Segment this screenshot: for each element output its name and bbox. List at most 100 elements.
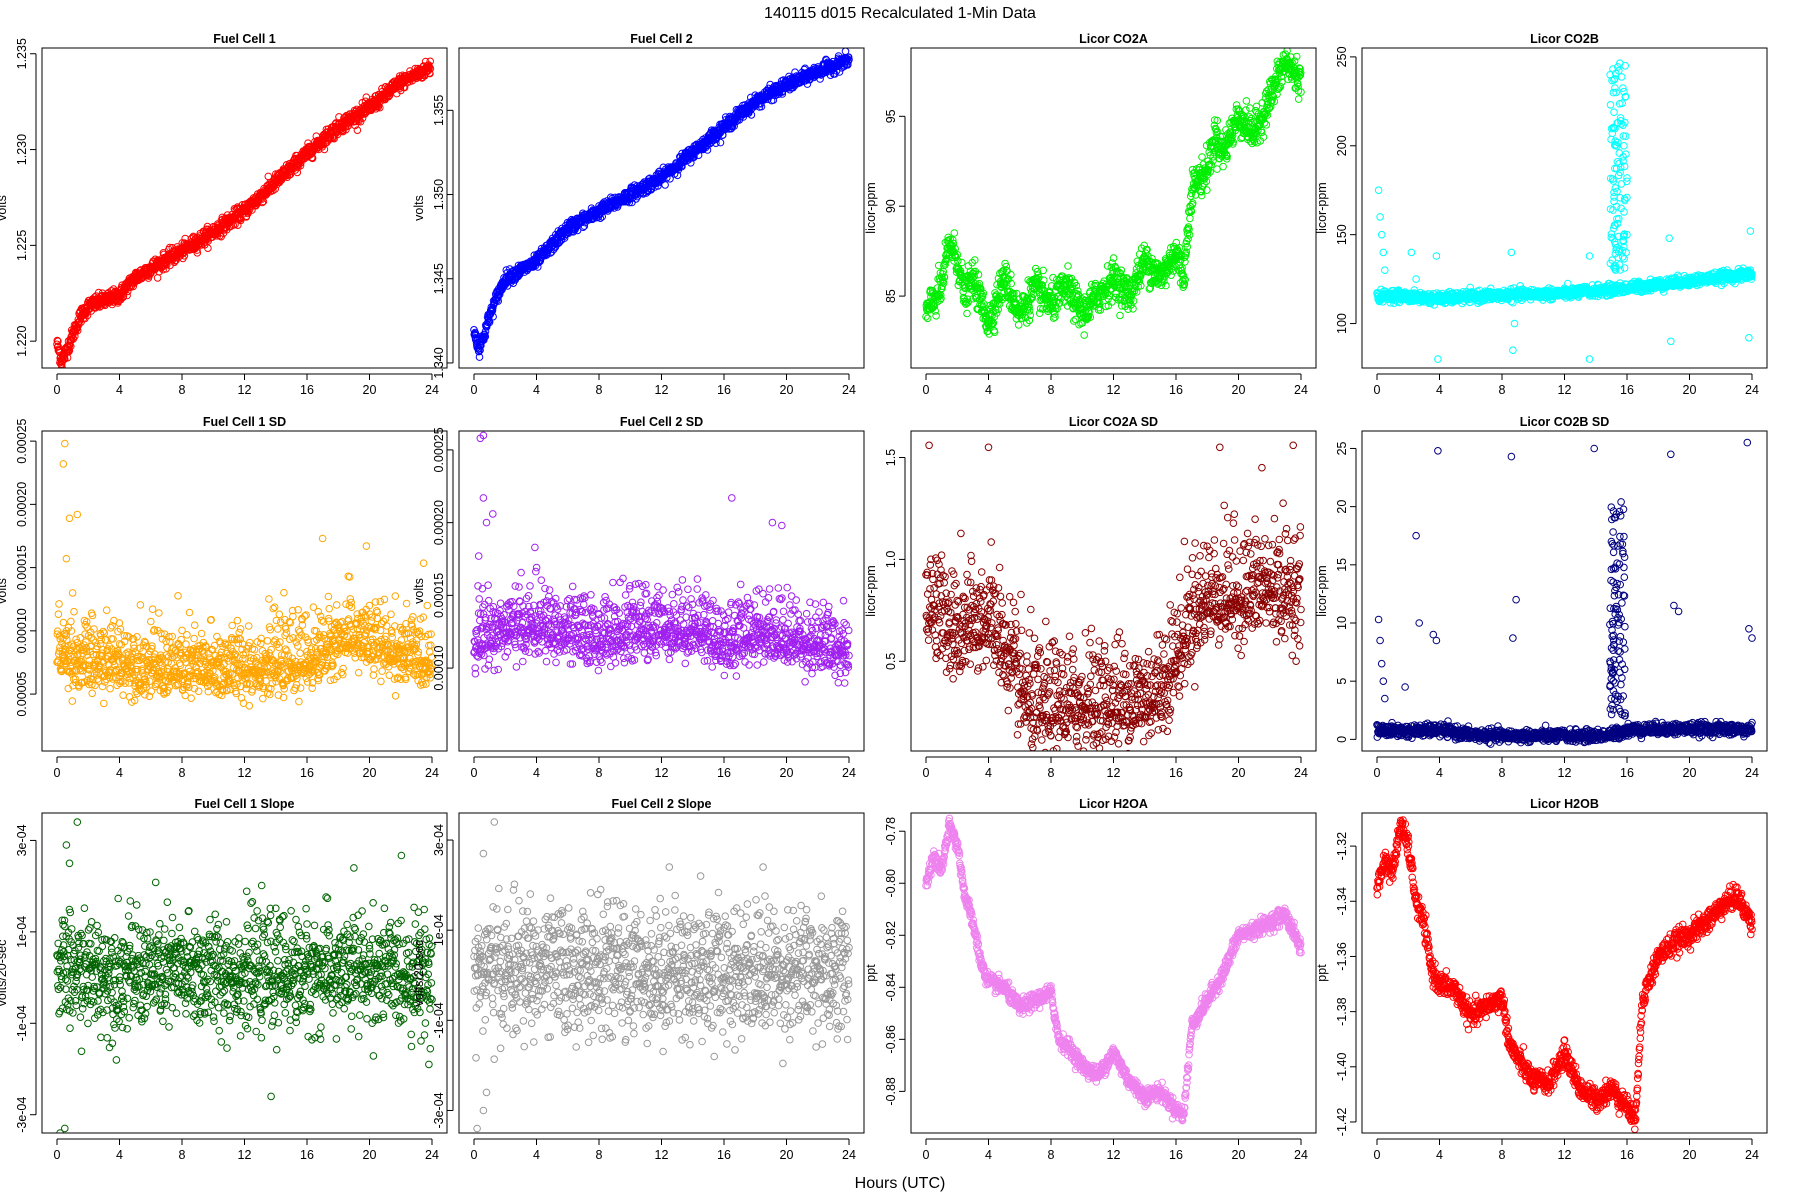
y-tick-label: 1.350 <box>432 179 446 210</box>
data-point <box>484 314 493 322</box>
main-title: 140115 d015 Recalculated 1-Min Data <box>764 5 1036 22</box>
data-points <box>470 48 853 361</box>
data-point <box>1146 284 1155 292</box>
data-point <box>990 328 999 337</box>
data-point <box>789 83 797 92</box>
x-axis-label: Hours (UTC) <box>855 1175 946 1192</box>
x-tick-label: 16 <box>1169 383 1183 397</box>
x-tick-label: 0 <box>54 383 61 397</box>
data-point <box>1074 287 1082 295</box>
y-tick-label: 1.220 <box>15 325 29 356</box>
data-point <box>952 253 960 261</box>
data-point <box>596 214 605 222</box>
data-point <box>374 102 383 111</box>
data-point <box>1000 288 1009 297</box>
x-tick-label: 12 <box>1107 383 1121 397</box>
data-point <box>623 197 632 206</box>
data-point <box>1039 305 1047 313</box>
data-point <box>712 139 720 147</box>
data-point <box>690 153 698 161</box>
data-point <box>481 332 490 341</box>
data-point <box>1070 317 1078 325</box>
x-tick-label: 4 <box>985 383 992 397</box>
data-point <box>1144 252 1152 260</box>
data-point <box>1004 275 1013 283</box>
data-point <box>252 201 260 210</box>
data-point <box>963 295 972 304</box>
y-tick-label: 95 <box>884 109 898 123</box>
data-point <box>353 126 362 134</box>
data-point <box>963 309 971 318</box>
panel-title: Licor CO2B <box>1530 32 1599 46</box>
data-point <box>661 181 669 189</box>
x-tick-label: 24 <box>1294 383 1308 397</box>
plot-frame <box>458 47 865 369</box>
data-points <box>922 48 1305 339</box>
data-point <box>964 298 972 307</box>
data-point <box>54 337 62 346</box>
y-tick-label: 1.235 <box>15 38 29 69</box>
data-point <box>803 80 812 88</box>
data-point <box>1018 314 1026 322</box>
data-point <box>58 363 66 368</box>
x-tick-label: 20 <box>1232 383 1246 397</box>
y-tick-label: 1.355 <box>432 95 446 126</box>
x-tick-label: 16 <box>717 383 731 397</box>
data-point <box>703 146 712 154</box>
data-point <box>1129 297 1138 305</box>
data-point <box>1137 282 1145 290</box>
data-point <box>204 244 212 252</box>
data-point <box>1126 296 1135 305</box>
data-point <box>351 121 359 130</box>
data-point <box>236 216 245 225</box>
data-point <box>995 300 1004 308</box>
data-point <box>193 249 202 257</box>
data-point <box>968 258 977 267</box>
data-point <box>1051 313 1059 321</box>
data-point <box>1086 313 1095 322</box>
data-point <box>835 68 844 76</box>
data-point <box>971 256 979 264</box>
data-point <box>937 294 945 303</box>
data-point <box>258 198 267 207</box>
x-tick-label: 0 <box>471 383 478 397</box>
data-point <box>994 305 1003 314</box>
data-point <box>673 171 682 180</box>
x-tick-label: 12 <box>238 383 252 397</box>
x-tick-label: 16 <box>300 383 314 397</box>
data-point <box>1080 293 1089 301</box>
data-point <box>979 303 987 311</box>
data-point <box>923 314 932 323</box>
data-point <box>931 307 940 315</box>
data-point <box>940 273 949 282</box>
data-point <box>1028 294 1036 302</box>
data-point <box>992 309 1001 317</box>
data-point <box>1003 267 1011 275</box>
data-point <box>974 270 983 279</box>
panel-title: Fuel Cell 1 <box>213 32 276 46</box>
data-point <box>950 229 959 237</box>
data-point <box>426 64 435 73</box>
data-point <box>933 284 942 292</box>
data-point <box>979 289 988 298</box>
data-points <box>53 57 435 368</box>
data-point <box>1010 289 1018 298</box>
data-point <box>949 236 957 244</box>
data-point <box>1095 299 1104 307</box>
data-point <box>129 282 137 291</box>
data-point <box>1026 311 1034 320</box>
data-point <box>320 145 329 154</box>
data-point <box>1096 306 1105 314</box>
data-point <box>1072 281 1081 290</box>
data-point <box>1122 283 1130 292</box>
data-point <box>954 257 962 265</box>
x-tick-label: 8 <box>596 383 603 397</box>
data-point <box>65 346 74 355</box>
y-axis-label: volts <box>0 195 9 221</box>
data-point <box>485 318 494 327</box>
